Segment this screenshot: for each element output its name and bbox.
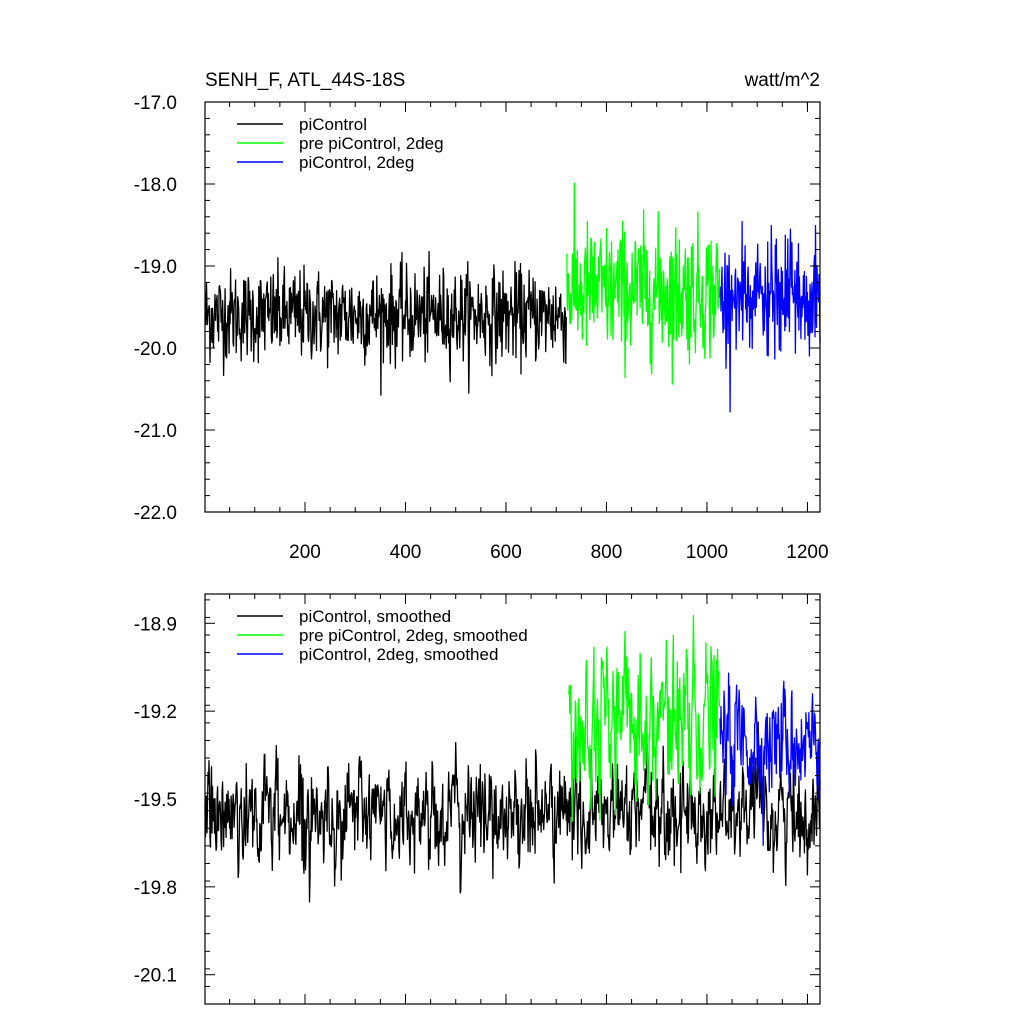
bottom-panel: -18.9 -19.2 -19.5 -19.8 -20.1 piControl, smo… — [134, 593, 821, 1005]
top-y-tick-label: -21.0 — [134, 421, 177, 442]
bottom-legend-label-2: piControl, 2deg, smoothed — [299, 645, 498, 664]
top-x-tick-label: 1200 — [786, 542, 828, 563]
top-series-group — [204, 182, 821, 413]
top-legend-label-0: piControl — [299, 115, 367, 134]
bottom-series-line-1 — [568, 614, 721, 822]
top-panel: SENH_F, ATL_44S-18S watt/m^2 -17.0-18.0-… — [134, 70, 829, 563]
top-x-tick-label: 800 — [591, 542, 623, 563]
top-x-tick-label: 600 — [490, 542, 522, 563]
bottom-y-tick-label: -20.1 — [134, 966, 177, 987]
top-y-tick-label: -18.0 — [134, 175, 177, 196]
bottom-series-line-2 — [719, 672, 821, 846]
top-series-line-2 — [719, 220, 821, 413]
top-series-line-0 — [204, 250, 567, 396]
bottom-plot-frame — [204, 593, 821, 1005]
top-y-tick-label: -20.0 — [134, 339, 177, 360]
top-tick-group: -17.0 -18.0 -19.0 -20.0 -21.0 -22.0 200 400 600 8… — [134, 93, 829, 563]
top-y-tick-label: -19.0 — [134, 257, 177, 278]
bottom-y-tick-label: -19.2 — [134, 702, 177, 723]
bottom-series-group — [204, 614, 821, 903]
bottom-legend-label-0: piControl, smoothed — [299, 607, 451, 626]
top-x-tick-label: 400 — [390, 542, 422, 563]
bottom-y-tick-label: -18.9 — [134, 614, 177, 635]
top-legend-label-1: pre piControl, 2deg — [299, 134, 444, 153]
top-y-tick-label: -22.0 — [134, 503, 177, 524]
top-x-tick-label: 1000 — [686, 542, 728, 563]
chart-title: SENH_F, ATL_44S-18S — [205, 70, 405, 91]
bottom-series-line-0 — [204, 721, 821, 903]
bottom-legend-label-1: pre piControl, 2deg, smoothed — [299, 626, 528, 645]
top-y-tick-label: -17.0 — [134, 93, 177, 114]
top-plot-frame — [204, 101, 821, 513]
bottom-y-tick-label: -19.8 — [134, 878, 177, 899]
top-x-tick-label: 200 — [289, 542, 321, 563]
bottom-tick-group: -18.9 -19.2 -19.5 -19.8 -20.1 — [134, 594, 820, 1005]
top-legend-label-2: piControl, 2deg — [299, 153, 414, 172]
bottom-y-tick-label: -19.5 — [134, 790, 177, 811]
units-label: watt/m^2 — [744, 70, 820, 91]
top-series-line-1 — [566, 182, 721, 385]
